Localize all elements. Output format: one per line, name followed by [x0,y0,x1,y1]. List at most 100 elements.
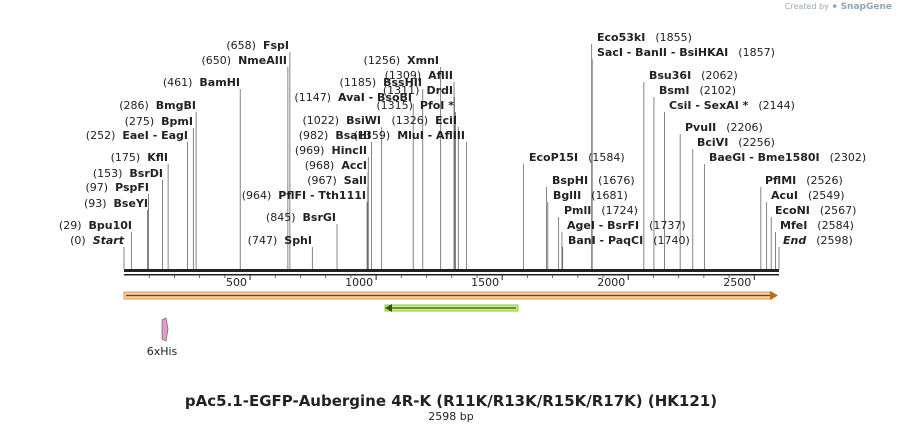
site-label[interactable]: (97) PspFI [86,181,150,194]
site-label[interactable]: PmlI (1724) [564,204,638,217]
site-name: HincII [331,144,367,157]
site-label[interactable]: (461) BamHI [163,76,240,89]
site-label[interactable]: (175) KflI [111,151,168,164]
site-label[interactable]: EcoP15I (1584) [529,151,625,164]
backbone-arrow-icon [770,291,778,300]
site-label[interactable]: (275) BpmI [125,115,193,128]
site-label[interactable]: Eco53kI (1855) [597,31,692,44]
site-position: (967) [307,174,337,187]
site-label[interactable]: (845) BsrGI [266,211,336,224]
site-position: (1737) [649,219,686,232]
site-label[interactable]: (967) SalI [307,174,367,187]
site-position: (2567) [820,204,857,217]
site-label[interactable]: BciVI (2256) [697,136,775,149]
site-name: PvuII [685,121,716,134]
his-tag-feature[interactable] [161,317,169,342]
site-position: (153) [93,167,123,180]
site-position: (1676) [598,174,635,187]
site-label[interactable]: PvuII (2206) [685,121,763,134]
site-position: (1326) [392,114,429,127]
site-label[interactable]: (1185) BssHII [340,76,422,89]
site-label[interactable]: (93) BseYI [84,197,148,210]
site-label[interactable]: MfeI (2584) [780,219,854,232]
plasmid-title: pAc5.1-EGFP-Aubergine 4R-K (R11K/R13K/R1… [184,392,718,410]
site-label[interactable]: PflMI (2526) [765,174,843,187]
site-label[interactable]: (0) Start [70,234,125,247]
site-position: (2598) [816,234,853,247]
site-position: (461) [163,76,193,89]
site-label[interactable]: Bsu36I (2062) [649,69,738,82]
site-position: (1185) [340,76,377,89]
site-labels: (0) Start (29) Bpu10I (93) BseYI (97) PspFI(153… [59,31,866,247]
site-label[interactable]: (1311) DrdI [383,84,453,97]
ruler-tick-label: 1000 [345,276,373,289]
site-position: (2256) [738,136,775,149]
site-name: EcoP15I [529,151,578,164]
site-position: (982) [299,129,329,142]
site-position: (2584) [817,219,854,232]
site-name: Eco53kI [597,31,645,44]
site-name: Bpu10I [89,219,133,232]
site-label[interactable]: (650) NmeAIII [201,54,287,67]
site-position: (97) [86,181,109,194]
site-label[interactable]: (982) BsaHI [299,129,371,142]
site-label[interactable]: (964) PflFI - Tth111I [242,189,366,202]
site-label[interactable]: (969) HincII [295,144,367,157]
site-label[interactable]: BglII (1681) [553,189,628,202]
site-label[interactable]: CsiI - SexAI * (2144) [669,99,795,112]
snapgene-credit: Created by ⚫ SnapGene [785,2,892,12]
site-position: (2144) [758,99,795,112]
site-label[interactable]: End (2598) [783,234,853,247]
site-position: (2062) [701,69,738,82]
snapgene-logo-icon: ⚫ [831,2,839,11]
site-label[interactable]: (968) AccI [305,159,367,172]
site-name: PflFI - Tth111I [278,189,366,202]
site-label[interactable]: BspHI (1676) [552,174,635,187]
site-name: FspI [263,39,289,52]
site-name: AvaI - BsoBI [338,91,412,104]
site-name: PspFI [115,181,149,194]
sequence-line-bottom [124,274,779,276]
site-name: Bsu36I [649,69,691,82]
site-label[interactable]: (1147) AvaI - BsoBI [294,91,412,104]
site-position: (2549) [808,189,845,202]
site-name: AflII [428,69,453,82]
credit-prefix: Created by [784,2,829,11]
site-label[interactable]: AgeI - BsrFI (1737) [567,219,686,232]
site-label[interactable]: (658) FspI [226,39,289,52]
site-name: BglII [553,189,581,202]
site-position: (175) [111,151,141,164]
site-label[interactable]: SacI - BanII - BsiHKAI (1857) [597,46,775,59]
site-label[interactable]: (1315) PfoI * [376,99,454,112]
site-position: (286) [119,99,149,112]
site-label[interactable]: (153) BsrDI [93,167,163,180]
site-label[interactable]: (1359) MluI - AflIII [354,129,465,142]
site-label[interactable]: BaeGI - Bme1580I (2302) [709,151,866,164]
site-label[interactable]: EcoNI (2567) [775,204,856,217]
site-position: (1724) [601,204,638,217]
site-label[interactable]: (252) EaeI - EagI [86,129,188,142]
site-name: CsiI - SexAI * [669,99,749,112]
site-label[interactable]: (286) BmgBI [119,99,196,112]
site-name: BspHI [552,174,588,187]
site-name: End [783,234,806,247]
site-name: NmeAIII [238,54,287,67]
site-position: (1022) [302,114,339,127]
site-label[interactable]: (1022) BsiWI [302,114,381,127]
site-label[interactable]: (1326) EciI [392,114,457,127]
site-label[interactable]: (747) SphI [248,234,312,247]
site-position: (2302) [830,151,867,164]
site-label[interactable]: (1309) AflII [385,69,453,82]
site-position: (1309) [385,69,422,82]
site-position: (845) [266,211,296,224]
site-position: (1256) [364,54,401,67]
site-label[interactable]: AcuI (2549) [771,189,845,202]
site-position: (1147) [294,91,331,104]
site-position: (1855) [655,31,692,44]
plasmid-length: 2598 bp [428,410,474,423]
site-name: KflI [147,151,168,164]
site-label[interactable]: (29) Bpu10I [59,219,132,232]
site-label[interactable]: (1256) XmnI [364,54,439,67]
site-label[interactable]: BsmI (2102) [659,84,736,97]
site-label[interactable]: BanI - PaqCI (1740) [568,234,690,247]
